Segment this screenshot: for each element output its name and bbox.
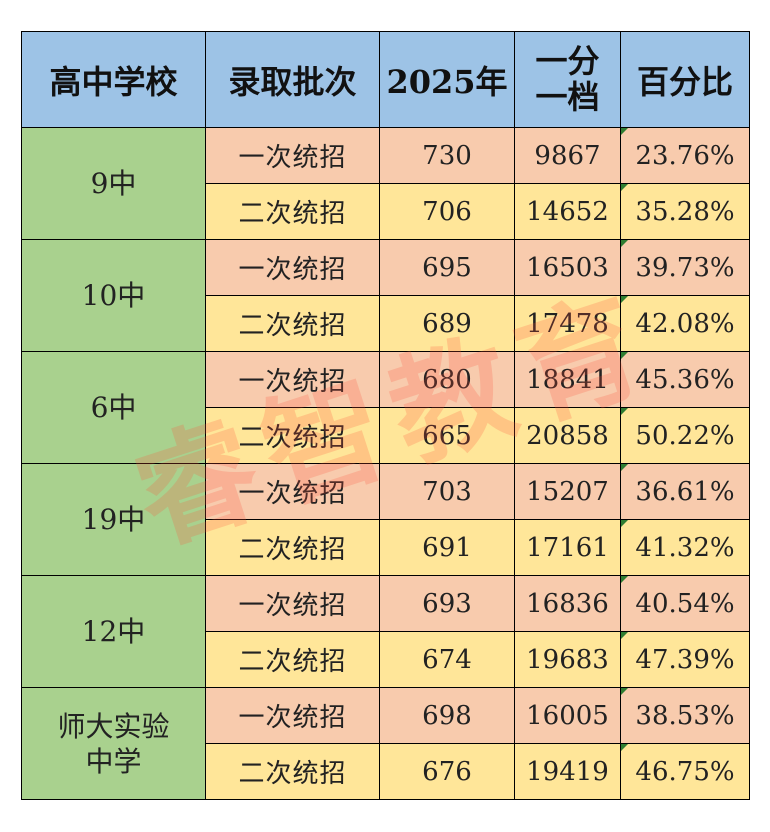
table-row: 12中 一次统招 693 16836 40.54% (21, 575, 750, 688)
school-name-line2: 中学 (85, 744, 142, 778)
rank-cell: 19419 (514, 743, 621, 800)
table-row: 师大实验 中学 一次统招 698 16005 38.53% (21, 687, 750, 800)
rank-cell: 16836 (514, 575, 621, 632)
rank-cell: 20858 (514, 407, 621, 464)
batch-cell: 一次统招 (205, 127, 380, 184)
percent-cell: 23.76% (620, 127, 750, 184)
header-score: 2025年 (379, 31, 515, 128)
table-row: 10中 一次统招 695 16503 39.73% (21, 239, 750, 352)
school-name-line1: 19中 (81, 503, 146, 536)
batch-cell: 二次统招 (205, 183, 380, 240)
school-name-cell: 19中 (21, 463, 206, 576)
score-cell: 665 (379, 407, 515, 464)
header-rank: 一分 一档 (514, 31, 621, 128)
batch-cell: 二次统招 (205, 519, 380, 576)
school-name-cell: 师大实验 中学 (21, 687, 206, 800)
school-name-line1: 10中 (81, 279, 146, 312)
rank-cell: 17161 (514, 519, 621, 576)
score-cell: 706 (379, 183, 515, 240)
header-percent: 百分比 (620, 31, 750, 128)
rank-cell: 16503 (514, 239, 621, 296)
rank-cell: 15207 (514, 463, 621, 520)
score-cell: 689 (379, 295, 515, 352)
score-cell: 693 (379, 575, 515, 632)
percent-cell: 38.53% (620, 687, 750, 744)
batch-cell: 二次统招 (205, 631, 380, 688)
score-cell: 703 (379, 463, 515, 520)
header-batch: 录取批次 (205, 31, 380, 128)
percent-cell: 47.39% (620, 631, 750, 688)
percent-cell: 42.08% (620, 295, 750, 352)
score-cell: 680 (379, 351, 515, 408)
percent-cell: 45.36% (620, 351, 750, 408)
school-name-line1: 6中 (90, 391, 137, 424)
school-name-cell: 10中 (21, 239, 206, 352)
school-name-cell: 9中 (21, 127, 206, 240)
batch-cell: 二次统招 (205, 295, 380, 352)
percent-cell: 41.32% (620, 519, 750, 576)
table-row: 9中 一次统招 730 9867 23.76% (21, 127, 750, 240)
batch-cell: 一次统招 (205, 463, 380, 520)
score-cell: 695 (379, 239, 515, 296)
percent-cell: 46.75% (620, 743, 750, 800)
score-cell: 674 (379, 631, 515, 688)
score-cell: 691 (379, 519, 515, 576)
header-rank-line1: 一分 (535, 42, 600, 81)
score-cell: 698 (379, 687, 515, 744)
batch-cell: 一次统招 (205, 575, 380, 632)
rank-cell: 18841 (514, 351, 621, 408)
batch-cell: 一次统招 (205, 687, 380, 744)
batch-cell: 二次统招 (205, 407, 380, 464)
score-cell: 730 (379, 127, 515, 184)
school-name-cell: 12中 (21, 575, 206, 688)
table-row: 二次统招 676 19419 46.75% (22, 743, 750, 800)
rank-cell: 19683 (514, 631, 621, 688)
header-school: 高中学校 (21, 31, 206, 128)
rank-cell: 9867 (514, 127, 621, 184)
school-name-line1: 师大实验 (57, 709, 170, 743)
table-row: 二次统招 674 19683 47.39% (22, 631, 750, 688)
percent-cell: 40.54% (620, 575, 750, 632)
batch-cell: 一次统招 (205, 239, 380, 296)
school-name-line1: 12中 (81, 615, 146, 648)
percent-cell: 50.22% (620, 407, 750, 464)
batch-cell: 二次统招 (205, 743, 380, 800)
table-row: 二次统招 706 14652 35.28% (22, 183, 750, 240)
percent-cell: 39.73% (620, 239, 750, 296)
table-row: 6中 一次统招 680 18841 45.36% (21, 351, 750, 464)
admission-table: 高中学校 录取批次 2025年 一分 一档 百分比 9中 一次统招 730 9867 2… (21, 31, 750, 800)
header-rank-line2: 一档 (535, 77, 600, 116)
rank-cell: 16005 (514, 687, 621, 744)
table-row: 二次统招 689 17478 42.08% (22, 295, 750, 352)
school-name-line1: 9中 (90, 167, 137, 200)
header-row: 高中学校 录取批次 2025年 一分 一档 百分比 (21, 31, 750, 128)
rank-cell: 14652 (514, 183, 621, 240)
percent-cell: 36.61% (620, 463, 750, 520)
school-name-cell: 6中 (21, 351, 206, 464)
table-row: 19中 一次统招 703 15207 36.61% (21, 463, 750, 576)
table-row: 二次统招 665 20858 50.22% (22, 407, 750, 464)
score-cell: 676 (379, 743, 515, 800)
rank-cell: 17478 (514, 295, 621, 352)
percent-cell: 35.28% (620, 183, 750, 240)
batch-cell: 一次统招 (205, 351, 380, 408)
table-row: 二次统招 691 17161 41.32% (22, 519, 750, 576)
